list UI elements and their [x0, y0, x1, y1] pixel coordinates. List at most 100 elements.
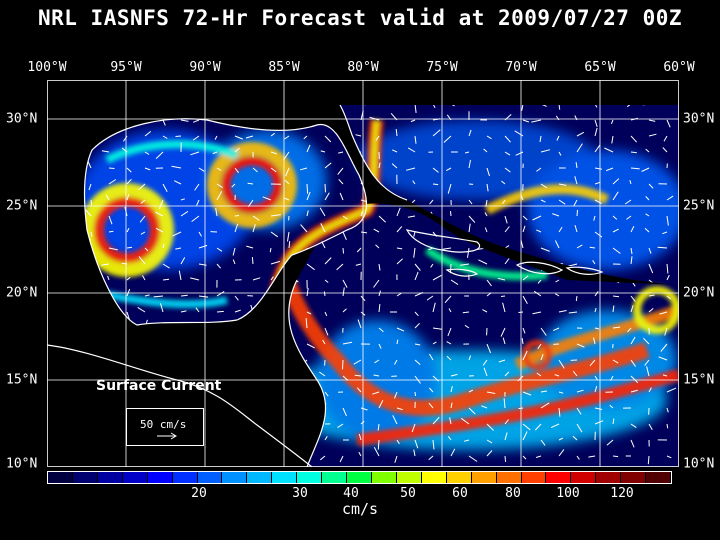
current-vector — [414, 391, 416, 397]
current-vector — [411, 88, 415, 93]
current-vector — [162, 278, 170, 281]
current-vector — [378, 304, 381, 313]
current-vector — [69, 390, 73, 392]
current-vector — [482, 359, 488, 366]
current-vector — [301, 400, 308, 409]
current-vector — [90, 199, 93, 206]
current-vector — [88, 400, 92, 409]
current-vector — [594, 105, 598, 108]
colorbar-tick: 20 — [191, 486, 207, 501]
lat-label-left: 15°N — [6, 372, 38, 388]
current-vector — [342, 132, 346, 137]
current-vector — [630, 135, 637, 143]
current-vector — [270, 231, 279, 238]
lon-label: 60°W — [663, 60, 695, 75]
colorbar-swatch — [571, 472, 597, 483]
colorbar-swatch — [496, 472, 522, 483]
current-vector — [72, 296, 74, 301]
current-vector — [126, 167, 132, 173]
current-vector — [297, 119, 308, 123]
current-vector — [630, 295, 636, 302]
current-vector — [197, 84, 199, 88]
current-vector — [70, 136, 73, 145]
current-vector — [288, 339, 292, 345]
current-vector — [172, 231, 182, 237]
lat-label-right: 15°N — [683, 372, 715, 388]
current-vector — [324, 105, 332, 111]
current-vector — [612, 359, 619, 364]
current-vector — [355, 134, 362, 137]
current-vector — [540, 327, 547, 336]
current-vector — [444, 295, 452, 304]
current-vector — [432, 416, 440, 425]
colorbar-swatch — [48, 472, 73, 483]
current-vector — [214, 135, 218, 140]
current-vector — [161, 84, 163, 88]
current-vector — [407, 215, 416, 218]
current-speed-map — [47, 80, 679, 467]
current-vector — [108, 453, 118, 457]
current-vector — [504, 245, 510, 249]
colorbar-swatch — [347, 472, 372, 483]
current-vector — [626, 215, 632, 220]
current-vector — [301, 100, 307, 104]
current-vector — [540, 105, 547, 107]
current-vector — [126, 276, 131, 281]
current-vector — [446, 341, 452, 345]
current-vector — [214, 439, 218, 446]
current-vector — [522, 295, 528, 305]
current-vector — [536, 372, 542, 377]
current-vector — [231, 375, 236, 382]
current-vector — [212, 401, 218, 409]
current-vector — [141, 103, 145, 104]
current-vector — [324, 192, 330, 201]
colorbar-tick: 30 — [292, 486, 308, 501]
current-vector — [449, 417, 452, 425]
current-vector — [126, 342, 132, 345]
colorbar-swatch — [646, 472, 672, 483]
current-vector — [428, 353, 434, 361]
current-vector — [234, 167, 240, 174]
current-vector — [144, 455, 151, 458]
current-vector — [666, 387, 677, 393]
current-vector — [414, 263, 421, 271]
current-vector — [522, 455, 527, 460]
current-vector — [360, 231, 368, 234]
current-vector — [322, 83, 325, 88]
current-vector — [645, 213, 650, 217]
current-vector — [85, 327, 92, 335]
current-vector — [320, 150, 326, 153]
current-vector — [159, 105, 164, 110]
colorbar-swatch — [272, 472, 298, 483]
current-vector — [429, 387, 434, 393]
lon-label: 80°W — [347, 60, 379, 75]
current-vector — [90, 311, 95, 321]
colorbar-swatch — [322, 472, 348, 483]
current-vector — [572, 435, 578, 441]
current-vector — [252, 455, 256, 465]
current-vector — [373, 447, 380, 457]
current-vector — [535, 455, 542, 458]
current-vector — [486, 439, 493, 444]
current-vector — [593, 215, 596, 221]
current-vector — [576, 343, 585, 348]
current-vector — [353, 359, 362, 365]
current-vector — [610, 119, 614, 124]
current-vector — [555, 279, 560, 283]
current-vector — [498, 359, 506, 363]
current-vector — [432, 302, 436, 313]
current-vector — [194, 183, 200, 191]
colorbar-swatch — [147, 472, 173, 483]
current-vector — [483, 367, 488, 377]
current-vector — [284, 453, 290, 457]
current-vector — [263, 432, 272, 441]
current-vector — [576, 209, 578, 217]
current-vector — [522, 215, 528, 221]
current-vector — [394, 391, 398, 399]
current-vector — [396, 207, 401, 217]
current-vector — [575, 162, 578, 169]
current-vector — [373, 374, 380, 377]
current-vector — [377, 96, 379, 104]
current-vector — [594, 407, 603, 410]
current-vector — [144, 119, 150, 123]
